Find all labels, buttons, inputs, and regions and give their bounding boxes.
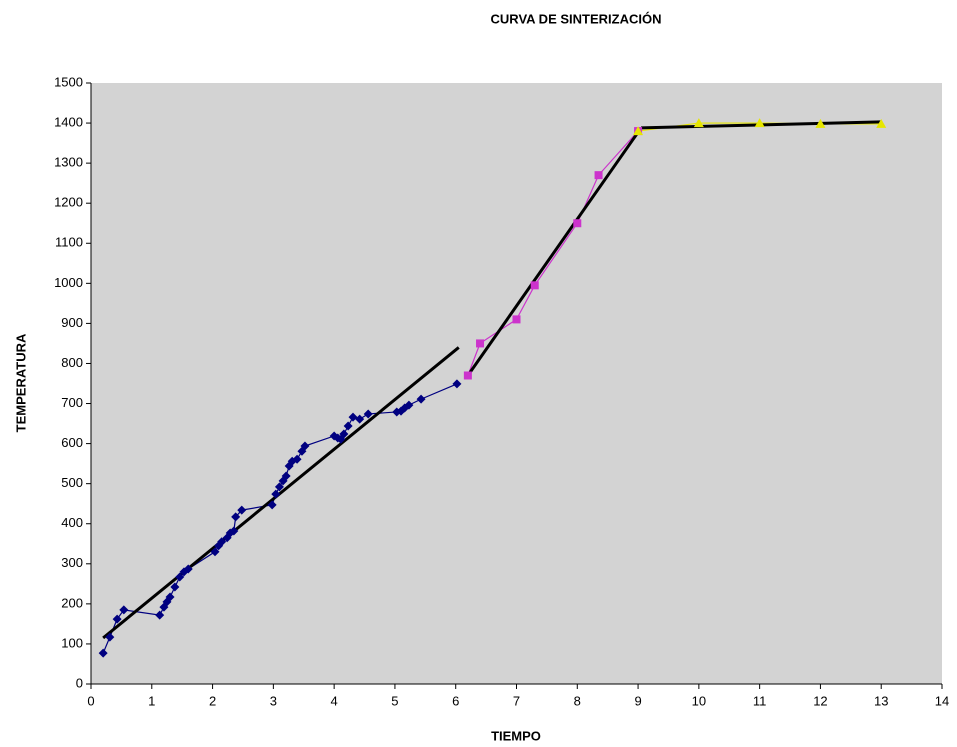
trend-line: [466, 127, 643, 377]
marker: [348, 412, 358, 422]
x-tick-label: 2: [209, 693, 216, 708]
marker: [512, 315, 521, 324]
x-axis-label: TIEMPO: [491, 728, 541, 743]
y-tick-label: 700: [61, 395, 83, 410]
marker: [355, 414, 365, 424]
marker: [98, 648, 108, 658]
marker: [594, 171, 603, 180]
marker: [112, 614, 122, 624]
marker: [292, 454, 302, 464]
marker: [271, 489, 281, 499]
y-tick-label: 300: [61, 555, 83, 570]
marker: [155, 610, 165, 620]
marker: [175, 572, 185, 582]
marker: [237, 505, 247, 515]
x-tick-label: 11: [753, 693, 767, 708]
y-tick-label: 100: [61, 635, 83, 650]
marker: [165, 592, 175, 602]
x-tick-label: 1: [148, 693, 155, 708]
y-tick-label: 1500: [54, 74, 83, 89]
marker: [343, 421, 353, 431]
marker: [815, 118, 826, 128]
x-tick-label: 6: [452, 693, 459, 708]
x-tick-label: 13: [874, 693, 888, 708]
marker: [119, 605, 129, 615]
x-tick-label: 5: [391, 693, 398, 708]
marker: [573, 219, 582, 228]
y-tick-label: 1100: [55, 235, 83, 250]
y-tick-label: 500: [61, 475, 83, 490]
marker: [463, 371, 472, 380]
marker: [274, 482, 284, 492]
x-tick-label: 4: [331, 693, 338, 708]
marker: [476, 339, 485, 348]
marker: [633, 126, 644, 136]
plot-area: [91, 83, 942, 684]
marker: [267, 500, 277, 510]
marker: [339, 429, 349, 439]
y-tick-label: 600: [61, 435, 83, 450]
y-tick-label: 400: [61, 515, 83, 530]
marker: [229, 526, 239, 536]
marker: [452, 379, 462, 389]
y-tick-label: 1300: [54, 155, 83, 170]
marker: [183, 564, 193, 574]
marker: [363, 409, 373, 419]
marker: [105, 632, 115, 642]
marker: [170, 582, 180, 592]
y-tick-label: 200: [61, 595, 83, 610]
marker: [693, 118, 704, 128]
marker: [754, 118, 765, 128]
chart-title: CURVA DE SINTERIZACIÓN: [491, 11, 662, 26]
x-tick-label: 0: [87, 693, 94, 708]
trend-line: [102, 346, 460, 640]
marker: [404, 400, 414, 410]
x-tick-label: 9: [634, 693, 641, 708]
y-tick-label: 800: [61, 355, 83, 370]
y-tick-label: 1000: [54, 275, 83, 290]
x-tick-label: 14: [935, 693, 949, 708]
y-axis-label: TEMPERATURA: [13, 333, 28, 432]
marker: [300, 441, 310, 451]
y-tick-label: 1200: [54, 195, 83, 210]
marker: [281, 471, 291, 481]
x-tick-label: 10: [692, 693, 706, 708]
x-tick-label: 8: [574, 693, 581, 708]
y-tick-label: 1400: [54, 115, 83, 130]
marker: [217, 537, 227, 547]
x-tick-label: 7: [513, 693, 520, 708]
marker: [530, 281, 539, 290]
y-tick-label: 900: [61, 315, 83, 330]
marker: [210, 547, 220, 557]
y-tick-label: 0: [76, 675, 83, 690]
marker: [876, 118, 887, 128]
marker: [231, 512, 241, 522]
marker: [416, 394, 426, 404]
x-tick-label: 3: [270, 693, 277, 708]
x-tick-label: 12: [813, 693, 827, 708]
